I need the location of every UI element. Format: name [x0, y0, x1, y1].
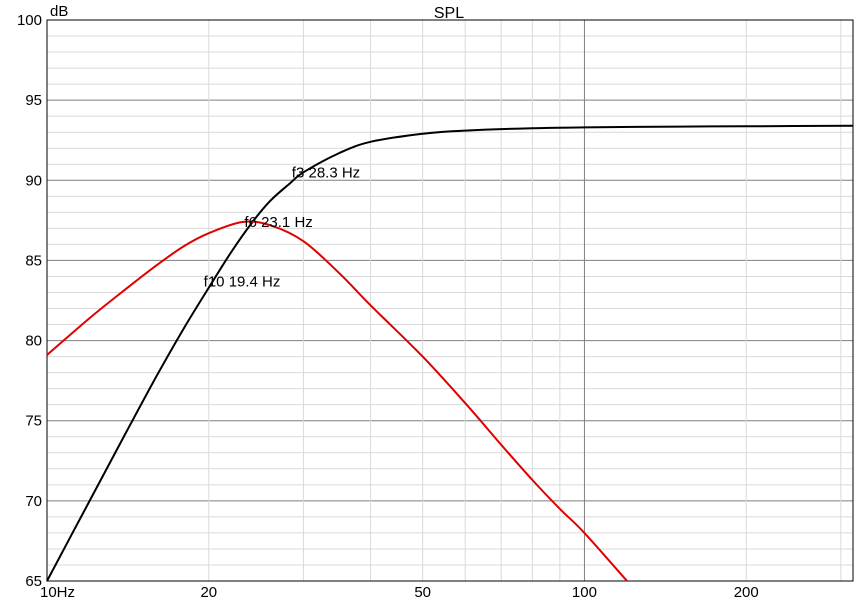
chart-title: SPL — [434, 5, 464, 22]
grid — [47, 19, 853, 582]
series-line-1 — [46, 124, 854, 582]
y-tick-label: 75 — [25, 413, 42, 430]
x-tick-label: 50 — [414, 584, 431, 600]
x-tick-labels: 10Hz 20 50 100 200 — [40, 584, 759, 600]
x-tick-label: 200 — [734, 584, 759, 600]
x-tick-label: 10Hz — [40, 584, 75, 600]
y-axis-label: dB — [50, 3, 68, 20]
annotations: f3 28.3 Hz f6 23.1 Hz f10 19.4 Hz — [204, 164, 361, 290]
plot-frame — [46, 19, 854, 582]
plot-border — [46, 19, 854, 582]
annotation-label: f10 19.4 Hz — [204, 273, 281, 290]
series-line-2 — [46, 220, 628, 582]
x-tick-label: 100 — [572, 584, 597, 600]
annotation-label: f6 23.1 Hz — [244, 214, 312, 231]
y-tick-label: 65 — [25, 573, 42, 590]
y-tick-label: 95 — [25, 92, 42, 109]
y-tick-label: 90 — [25, 172, 42, 189]
x-tick-label: 20 — [200, 584, 217, 600]
annotation-label: f3 28.3 Hz — [292, 164, 360, 181]
y-tick-label: 100 — [17, 12, 42, 29]
y-tick-label: 80 — [25, 333, 42, 350]
y-tick-labels: 100 95 90 85 80 75 70 65 — [17, 12, 42, 590]
series-layer — [46, 124, 854, 582]
y-tick-label: 85 — [25, 252, 42, 269]
y-tick-label: 70 — [25, 493, 42, 510]
